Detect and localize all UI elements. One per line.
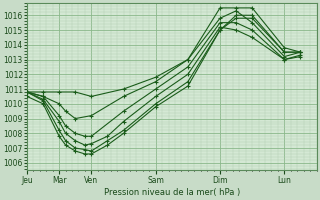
X-axis label: Pression niveau de la mer( hPa ): Pression niveau de la mer( hPa ) bbox=[104, 188, 240, 197]
